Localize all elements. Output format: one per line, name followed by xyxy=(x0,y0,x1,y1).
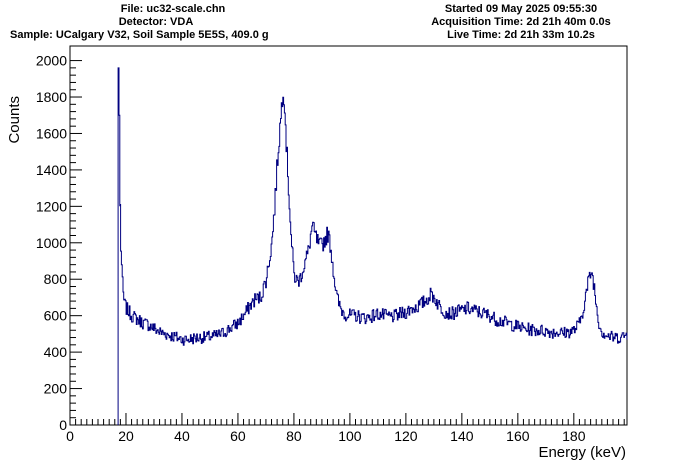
y-tick-label: 1400 xyxy=(36,162,67,178)
x-tick-label: 0 xyxy=(66,428,74,444)
x-tick-label: 40 xyxy=(174,428,190,444)
y-tick-label: 2000 xyxy=(36,53,67,69)
y-tick-label: 200 xyxy=(44,381,68,397)
y-axis-label: Counts xyxy=(6,96,23,144)
y-tick-label: 0 xyxy=(59,417,67,433)
y-tick-label: 400 xyxy=(44,344,68,360)
detector-label: Detector: VDA xyxy=(118,16,194,28)
acquisition-time-label: Acquisition Time: 2d 21h 40m 0.0s xyxy=(431,16,611,28)
y-tick-label: 1000 xyxy=(36,235,67,251)
x-tick-label: 100 xyxy=(338,428,362,444)
x-tick-label: 160 xyxy=(506,428,530,444)
plot-frame xyxy=(69,45,628,426)
y-tick-label: 1800 xyxy=(36,89,67,105)
file-label: File: uc32-scale.chn xyxy=(120,3,226,15)
y-tick-label: 600 xyxy=(44,308,68,324)
x-tick-label: 140 xyxy=(450,428,474,444)
x-axis: 0 20 40 60 80 100 120 140 160 180 xyxy=(66,413,625,444)
y-tick-label: 1600 xyxy=(36,125,67,141)
spectrum-line xyxy=(117,67,628,425)
y-tick-label: 800 xyxy=(44,271,68,287)
started-label: Started 09 May 2025 09:55:30 xyxy=(444,3,598,15)
x-tick-label: 60 xyxy=(230,428,246,444)
y-tick-label: 1200 xyxy=(36,198,67,214)
x-tick-label: 80 xyxy=(286,428,302,444)
x-axis-label: Energy (keV) xyxy=(538,444,626,461)
x-tick-label: 120 xyxy=(394,428,418,444)
x-tick-label: 20 xyxy=(118,428,134,444)
live-time-label: Live Time: 2d 21h 33m 10.2s xyxy=(447,29,595,41)
sample-label: Sample: UCalgary V32, Soil Sample 5E5S, … xyxy=(10,29,269,41)
y-axis: 0 200 400 600 800 1000 1200 1400 1600 1800 2000 xyxy=(36,53,82,433)
x-tick-label: 180 xyxy=(562,428,586,444)
